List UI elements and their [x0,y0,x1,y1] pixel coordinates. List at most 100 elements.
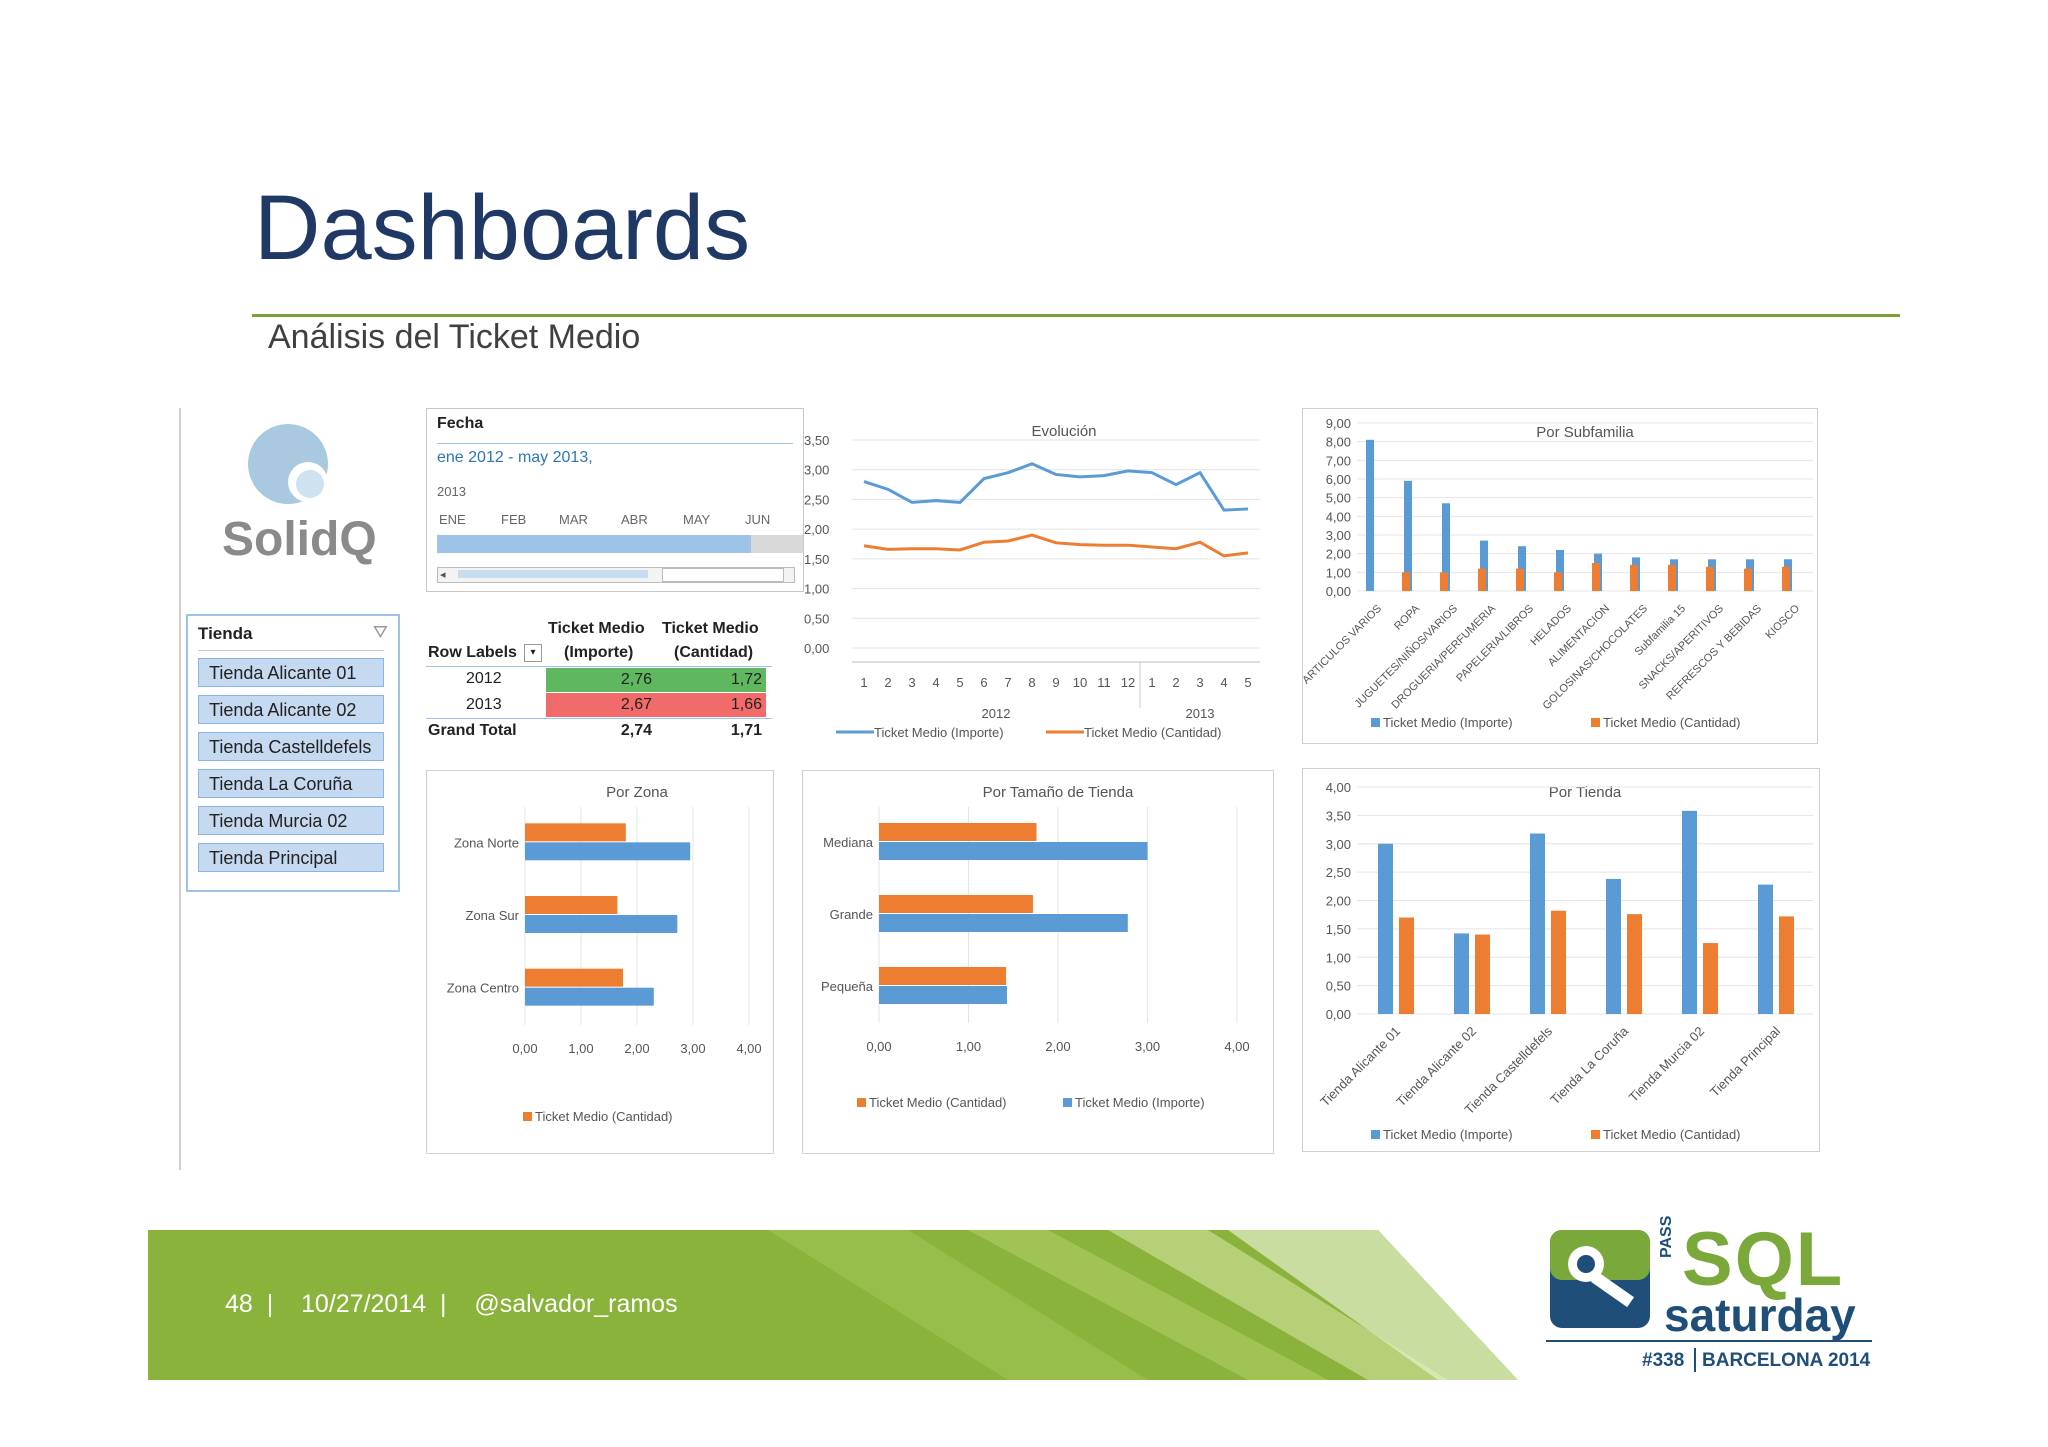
legend-label: Ticket Medio (Cantidad) [1603,715,1741,730]
y-tick-label: 1,50 [1326,922,1351,937]
x-tick-label: 12 [1121,675,1135,690]
bar [1606,878,1621,1014]
y-tick-label: 0,50 [1326,979,1351,994]
footer-text: 48 | 10/27/2014 | @salvador_ramos [225,1290,678,1319]
y-tick-label: 3,00 [1326,837,1351,852]
bar [1516,568,1524,591]
x-tick-label: 1 [860,675,867,690]
timeline-year: 2013 [437,484,466,499]
y-tick-label: 3,00 [804,463,829,478]
bar [1630,564,1638,591]
footer-separator: | [440,1290,447,1318]
bar [1480,540,1488,591]
timeline-title: Fecha [437,415,484,432]
bar [1551,910,1566,1014]
x-tick-label: 2,00 [624,1041,649,1056]
slide-subtitle: Análisis del Ticket Medio [268,318,641,356]
y-tick-label: 0,00 [1326,584,1351,599]
pivot-table: Ticket Medio Ticket Medio Row Labels ▾ (… [426,616,772,742]
y-tick-label: 2,00 [1326,894,1351,909]
chart-title: Por Tienda [1549,784,1622,801]
bar [525,842,691,861]
title-divider [252,314,1900,317]
footer-date: 10/27/2014 [301,1290,427,1318]
clear-filter-icon[interactable]: ⛛ [372,622,388,642]
bar [1782,566,1790,591]
y-tick-label: 3,50 [804,433,829,448]
bar [879,895,1033,913]
x-tick-label: 0,00 [512,1041,537,1056]
bar [1744,568,1752,591]
x-tick-label: PAPELERIA/LIBROS [1454,603,1536,685]
bar [1779,916,1794,1014]
bar [1440,572,1448,591]
slicer-item[interactable]: Tienda Alicante 01 [198,658,384,687]
y-tick-label: 8,00 [1326,435,1351,450]
pivot-total-cantidad: 1,71 [730,722,762,739]
legend-label: Ticket Medio (Importe) [1383,715,1513,730]
x-tick-label: ROPA [1392,602,1422,632]
slicer-item[interactable]: Tienda Alicante 02 [198,695,384,724]
chart-title: Por Zona [606,784,668,801]
evolucion-line-chart: Evolución 0,00 0,50 1,00 1,50 2,00 2,50 3,00 3,5… [804,423,1260,740]
y-tick-label: 0,00 [804,641,829,656]
y-tick-label: 1,00 [804,582,829,597]
y-tick-label: 1,00 [1326,950,1351,965]
pivot-col1-header: Ticket Medio [548,620,645,637]
legend-swatch [523,1112,532,1121]
event-number: #338 [1642,1350,1685,1371]
pivot-row-label: 2013 [466,696,502,713]
x-tick-label: 5 [956,675,963,690]
timeline-selection[interactable] [437,535,751,553]
y-tick-label: 0,50 [804,611,829,626]
bar [525,968,623,987]
x-tick-label: 3 [908,675,915,690]
timeline-month: FEB [501,512,527,527]
chart-title: Por Tamaño de Tienda [983,784,1134,801]
bar [879,967,1007,985]
x-tick-label: 3,00 [1135,1039,1160,1054]
pass-label: PASS [1658,1215,1675,1258]
pivot-total-importe: 2,74 [620,722,652,739]
y-category-label: Zona Norte [454,835,519,850]
bar [1454,933,1469,1014]
x-tick-label: ARTICULOS VARIOS [1302,603,1384,687]
x-tick-label: 1,00 [568,1041,593,1056]
slide-title: Dashboards [254,177,751,279]
bar [879,914,1128,932]
bar [1627,914,1642,1014]
x-tick-label: Tienda Alicante 02 [1393,1024,1479,1110]
chart-title: Por Subfamilia [1536,424,1634,441]
y-tick-label: 9,00 [1326,416,1351,431]
y-tick-label: 3,50 [1326,808,1351,823]
chart-title: Evolución [1031,423,1096,440]
pivot-cell-importe: 2,76 [546,668,660,692]
timeline-scrollbar[interactable]: ◂ [437,567,795,583]
legend-label: Ticket Medio (Cantidad) [869,1095,1007,1110]
solidq-logo-icon [248,424,328,504]
tienda-bar-chart: Por Tienda 0,00 0,50 1,00 1,50 2,00 2,50 3,00 3,… [1302,768,1820,1152]
x-tick-label: 6 [980,675,987,690]
y-tick-label: 0,00 [1326,1007,1351,1022]
pivot-row-labels: Row Labels [428,644,517,661]
y-tick-label: 7,00 [1326,453,1351,468]
y-tick-label: 1,50 [804,552,829,567]
bar [1706,566,1714,591]
y-tick-label: 2,50 [1326,865,1351,880]
left-divider [179,408,181,1170]
slicer-item[interactable]: Tienda Principal [198,843,384,872]
legend-label: Ticket Medio (Cantidad) [535,1109,673,1124]
pivot-total-label: Grand Total [428,722,517,739]
y-tick-label: 2,50 [804,492,829,507]
sqlsaturday-key-icon [1550,1230,1650,1328]
pivot-cell-cantidad: 1,72 [660,668,766,692]
slicer-item[interactable]: Tienda Castelldefels [198,732,384,761]
x-tick-label: KIOSCO [1763,602,1802,641]
tienda-slicer: Tienda ⛛ Tienda Alicante 01 Tienda Alica… [186,614,400,892]
pivot-col2-header: Ticket Medio [662,620,759,637]
event-city: BARCELONA 2014 [1702,1350,1871,1371]
slicer-item[interactable]: Tienda Murcia 02 [198,806,384,835]
bar [1703,943,1718,1014]
filter-dropdown-icon[interactable]: ▾ [524,644,542,662]
slicer-item[interactable]: Tienda La Coruña [198,769,384,798]
